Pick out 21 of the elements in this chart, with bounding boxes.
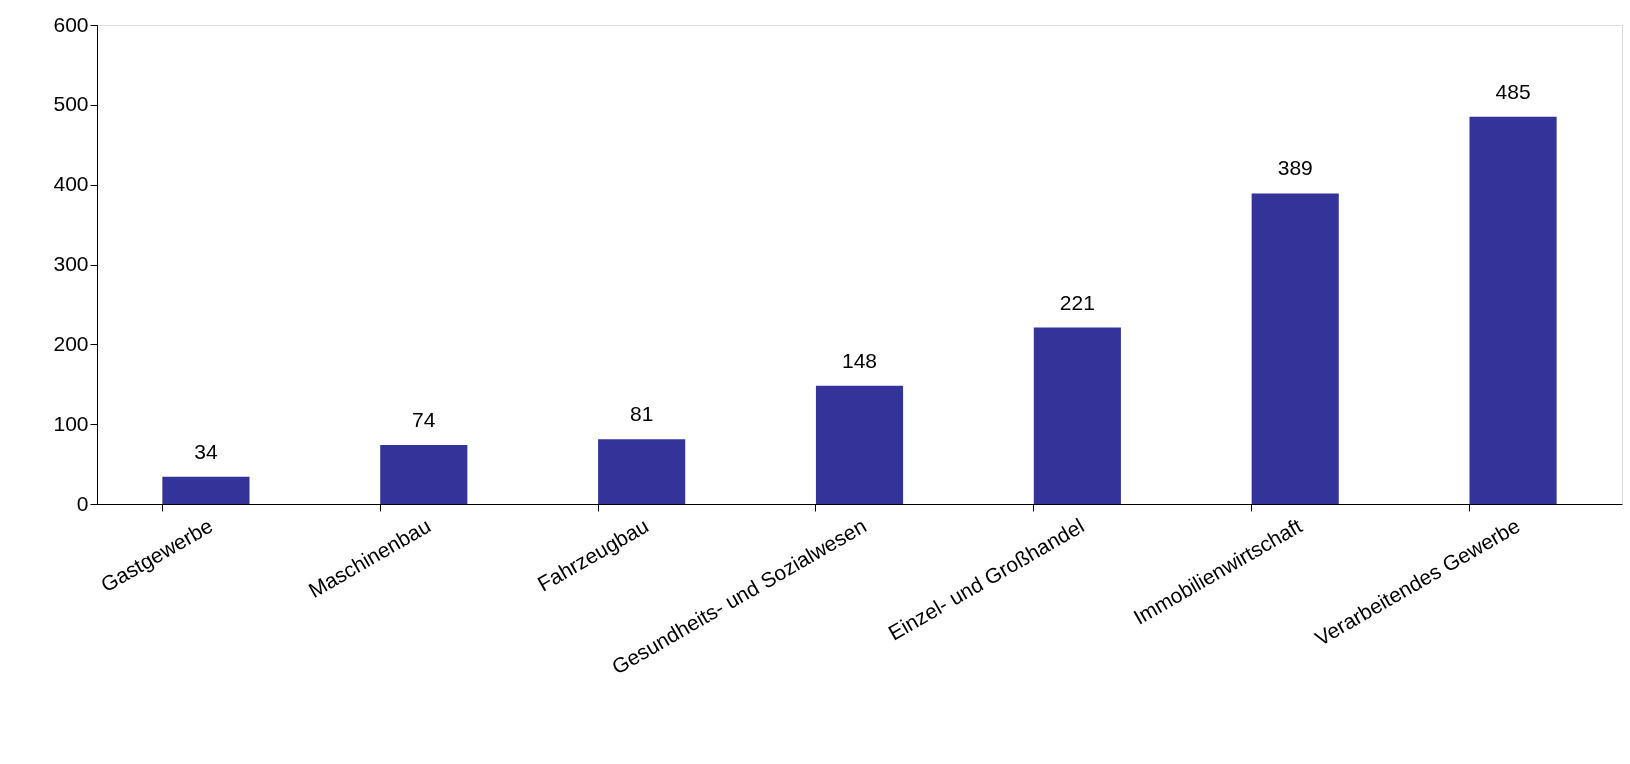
y-tick-label: 100 <box>53 411 89 435</box>
y-tick-label: 600 <box>53 12 89 36</box>
data-label: 74 <box>412 407 436 431</box>
y-tick-label: 0 <box>76 491 89 515</box>
y-tick-label: 300 <box>53 252 89 275</box>
data-label: 221 <box>1059 290 1095 314</box>
y-tick-label: 200 <box>53 331 89 355</box>
data-label: 81 <box>629 402 654 426</box>
data-label: 34 <box>194 439 218 463</box>
bar <box>1251 193 1339 504</box>
bar <box>380 444 468 504</box>
data-label: 389 <box>1277 156 1313 180</box>
bar <box>162 476 250 504</box>
y-tick-label: 400 <box>53 172 89 196</box>
bar <box>1033 327 1121 504</box>
bar <box>1469 116 1557 504</box>
data-label: 485 <box>1495 79 1531 103</box>
y-tick-label: 500 <box>53 92 89 116</box>
bar <box>815 385 904 504</box>
bar <box>598 439 686 504</box>
data-label: 148 <box>841 348 878 372</box>
